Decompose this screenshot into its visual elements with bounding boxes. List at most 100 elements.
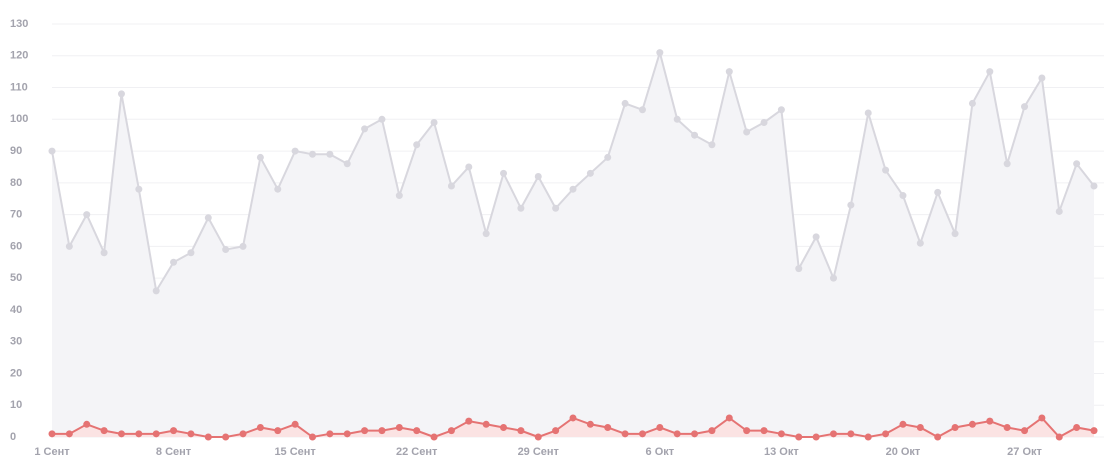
- point: [534, 433, 542, 441]
- y-tick-label: 20: [10, 367, 22, 379]
- y-tick-label: 90: [10, 145, 22, 157]
- point: [100, 249, 108, 257]
- point: [968, 420, 976, 428]
- point: [500, 423, 508, 431]
- point: [187, 430, 195, 438]
- point: [708, 427, 716, 435]
- point: [882, 430, 890, 438]
- point: [830, 274, 837, 282]
- point: [135, 430, 143, 438]
- point: [569, 185, 577, 193]
- point: [691, 430, 699, 438]
- y-tick-label: 0: [10, 431, 16, 443]
- x-tick-label: 8 Сент: [156, 446, 192, 458]
- point: [465, 417, 473, 425]
- point: [291, 420, 299, 428]
- point: [847, 201, 855, 209]
- point: [534, 172, 542, 180]
- y-tick-label: 100: [10, 113, 28, 125]
- point: [621, 99, 629, 107]
- point: [916, 423, 924, 431]
- point: [586, 420, 594, 428]
- y-tick-label: 120: [10, 50, 28, 62]
- point: [638, 430, 646, 438]
- point: [743, 427, 751, 435]
- point: [135, 185, 143, 193]
- x-tick-label: 20 Окт: [886, 446, 921, 458]
- point: [430, 118, 438, 126]
- point: [986, 417, 994, 425]
- point: [1090, 182, 1098, 190]
- point: [465, 163, 473, 171]
- y-tick-label: 30: [10, 336, 22, 348]
- point: [1021, 427, 1029, 435]
- point: [343, 160, 351, 168]
- point: [48, 430, 56, 438]
- point: [256, 423, 264, 431]
- point: [343, 430, 351, 438]
- point: [899, 420, 907, 428]
- point: [361, 125, 369, 133]
- point: [239, 430, 247, 438]
- point: [430, 433, 438, 441]
- x-tick-label: 22 Сент: [396, 446, 438, 458]
- point: [378, 115, 386, 123]
- point: [378, 427, 386, 435]
- point: [795, 433, 803, 441]
- point: [291, 147, 299, 155]
- x-tick-label: 6 Окт: [646, 446, 675, 458]
- point: [986, 68, 994, 76]
- point: [968, 99, 976, 107]
- point: [760, 118, 768, 126]
- y-tick-label: 110: [10, 81, 28, 93]
- point: [65, 242, 73, 250]
- point: [222, 246, 230, 254]
- point: [725, 68, 733, 76]
- point: [83, 420, 91, 428]
- point: [204, 433, 212, 441]
- point: [673, 115, 681, 123]
- point: [482, 420, 490, 428]
- point: [604, 153, 612, 161]
- x-tick-label: 13 Окт: [764, 446, 799, 458]
- point: [447, 182, 455, 190]
- x-tick-label: 15 Сент: [274, 446, 316, 458]
- point: [552, 427, 560, 435]
- y-tick-label: 60: [10, 240, 22, 252]
- point: [500, 169, 508, 177]
- point: [916, 239, 924, 247]
- point: [1055, 433, 1063, 441]
- point: [326, 430, 334, 438]
- point: [309, 433, 316, 441]
- point: [656, 49, 664, 57]
- point: [743, 128, 751, 136]
- point: [569, 414, 577, 422]
- point: [1038, 74, 1046, 82]
- point: [309, 150, 316, 158]
- point: [638, 106, 646, 114]
- y-tick-label: 10: [10, 399, 22, 411]
- point: [708, 141, 716, 149]
- point: [100, 427, 108, 435]
- point: [1038, 414, 1046, 422]
- point: [552, 204, 560, 212]
- point: [1003, 423, 1011, 431]
- point: [187, 249, 195, 257]
- point: [256, 153, 264, 161]
- point: [152, 287, 160, 295]
- point: [222, 433, 230, 441]
- area: [52, 417, 1094, 437]
- point: [413, 141, 421, 149]
- point: [152, 430, 160, 438]
- point: [934, 433, 942, 441]
- point: [482, 230, 490, 238]
- point: [170, 427, 178, 435]
- point: [604, 423, 612, 431]
- point: [1073, 160, 1081, 168]
- point: [830, 430, 837, 438]
- point: [934, 188, 942, 196]
- point: [117, 90, 125, 98]
- x-tick-label: 29 Сент: [518, 446, 560, 458]
- point: [1021, 103, 1029, 111]
